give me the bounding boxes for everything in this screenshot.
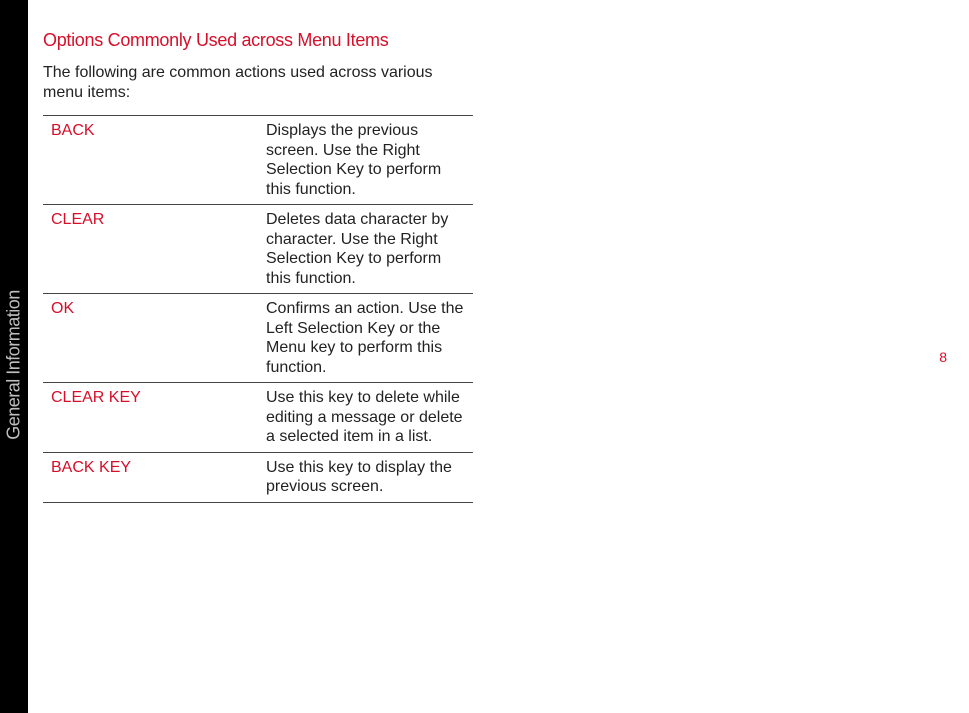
intro-text: The following are common actions used ac… [43, 63, 473, 103]
main-content: Options Commonly Used across Menu Items … [43, 30, 543, 503]
option-desc: Use this key to delete while editing a m… [258, 383, 473, 453]
table-row: CLEAR Deletes data character by characte… [43, 205, 473, 294]
option-term: OK [43, 294, 258, 383]
option-desc: Deletes data character by character. Use… [258, 205, 473, 294]
table-row: BACK KEY Use this key to display the pre… [43, 452, 473, 502]
page-number: 8 [939, 349, 947, 365]
table-row: OK Confirms an action. Use the Left Sele… [43, 294, 473, 383]
option-term: BACK [43, 116, 258, 205]
table-row: BACK Displays the previous screen. Use t… [43, 116, 473, 205]
sidebar: General Information [0, 0, 28, 713]
option-term: CLEAR [43, 205, 258, 294]
page-heading: Options Commonly Used across Menu Items [43, 30, 543, 51]
table-row: CLEAR KEY Use this key to delete while e… [43, 383, 473, 453]
option-desc: Confirms an action. Use the Left Selecti… [258, 294, 473, 383]
option-desc: Displays the previous screen. Use the Ri… [258, 116, 473, 205]
option-desc: Use this key to display the previous scr… [258, 452, 473, 502]
option-term: BACK KEY [43, 452, 258, 502]
option-term: CLEAR KEY [43, 383, 258, 453]
section-label: General Information [4, 290, 25, 440]
options-table: BACK Displays the previous screen. Use t… [43, 115, 473, 503]
